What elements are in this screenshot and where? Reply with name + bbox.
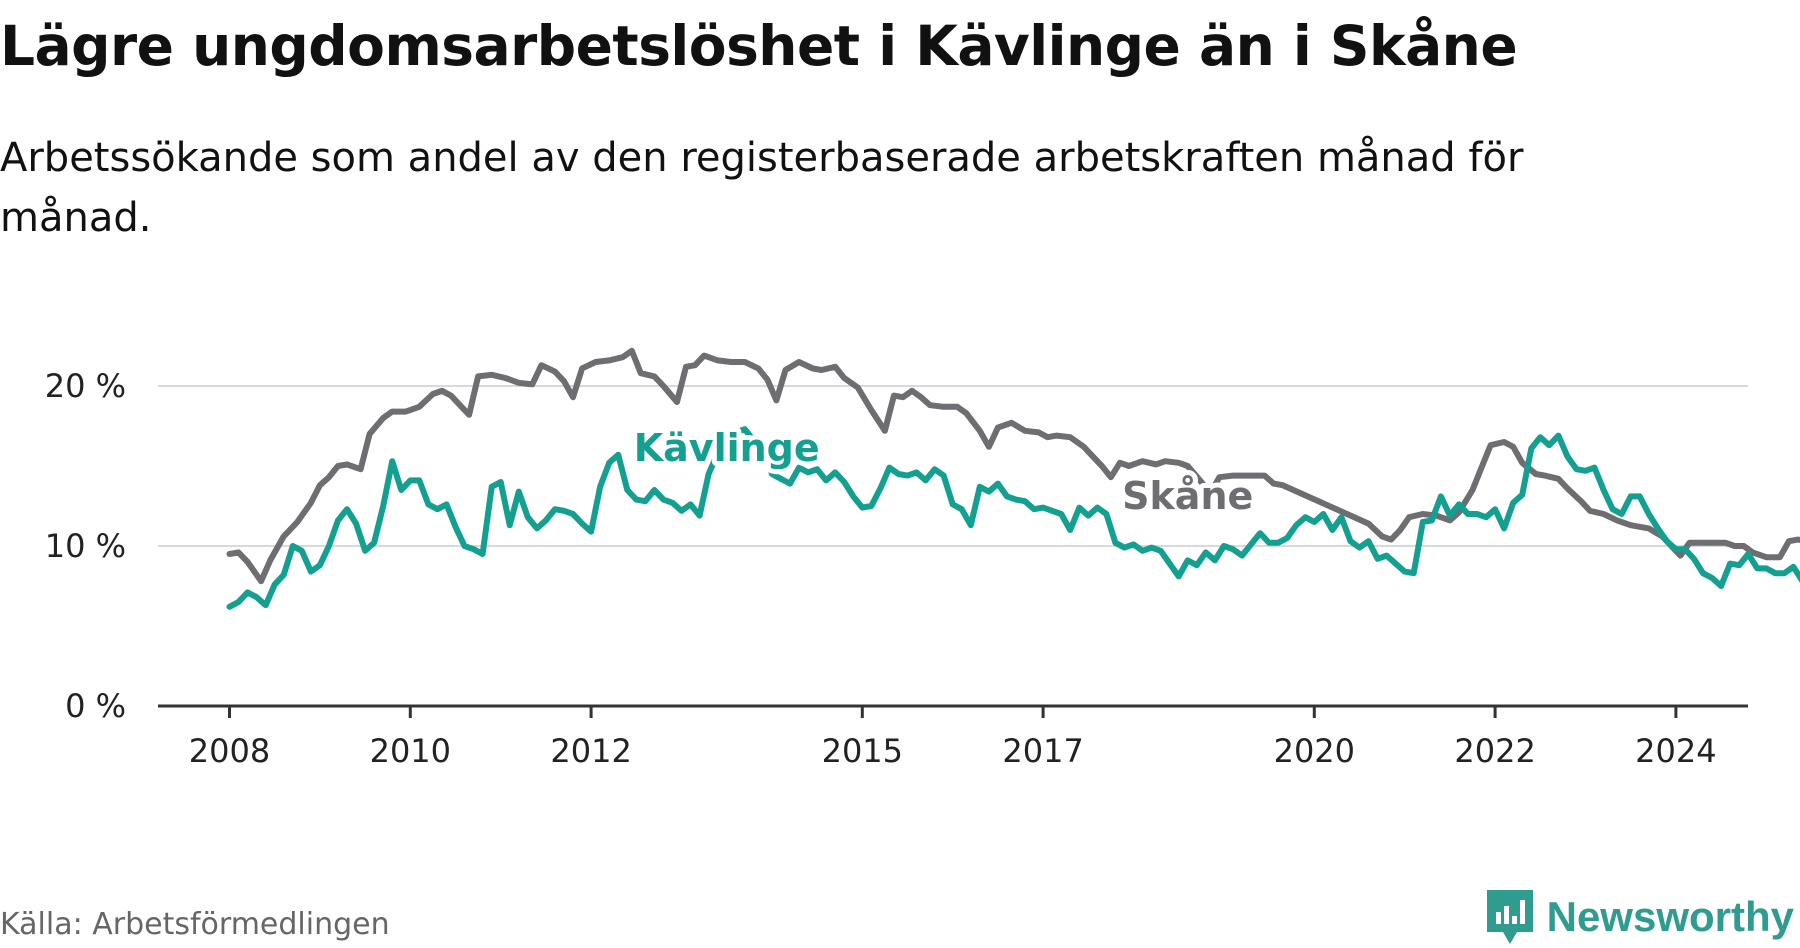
chart-title: Lägre ungdomsarbetslöshet i Kävlinge än … (0, 14, 1518, 78)
y-tick-label: 0 % (65, 687, 126, 725)
x-tick-label: 2024 (1635, 732, 1716, 770)
y-tick-label: 10 % (45, 527, 126, 565)
series-lines (226, 347, 1800, 610)
x-tick-label: 2008 (189, 732, 270, 770)
x-tick-label: 2015 (822, 732, 903, 770)
series-line-kävlinge (226, 426, 1800, 610)
y-tick-label: 20 % (45, 367, 126, 405)
series-label-skåne: Skåne (1122, 474, 1253, 518)
x-tick-label: 2012 (550, 732, 631, 770)
brand-name: Newsworthy (1546, 893, 1794, 940)
gridlines (158, 385, 1748, 547)
series-line-skåne (226, 347, 1800, 585)
chart-subtitle: Arbetssökande som andel av den registerb… (0, 135, 1524, 241)
brand-logo: Newsworthy (1485, 888, 1794, 946)
axes: 0 % 10 % 20 % 2008 2010 2012 2015 2017 2020 2022 2… (45, 367, 1748, 770)
x-tick-label: 2020 (1274, 732, 1355, 770)
x-tick-label: 2017 (1002, 732, 1083, 770)
bar-chart-speech-icon (1486, 890, 1533, 944)
x-tick-label: 2022 (1454, 732, 1535, 770)
source-note: Källa: Arbetsförmedlingen (0, 907, 390, 942)
x-tick-label: 2010 (370, 732, 451, 770)
series-label-kävlinge: Kävlinge (634, 426, 820, 470)
series-labels: SkåneKävlinge10,2 %8,3 % (629, 421, 1259, 523)
